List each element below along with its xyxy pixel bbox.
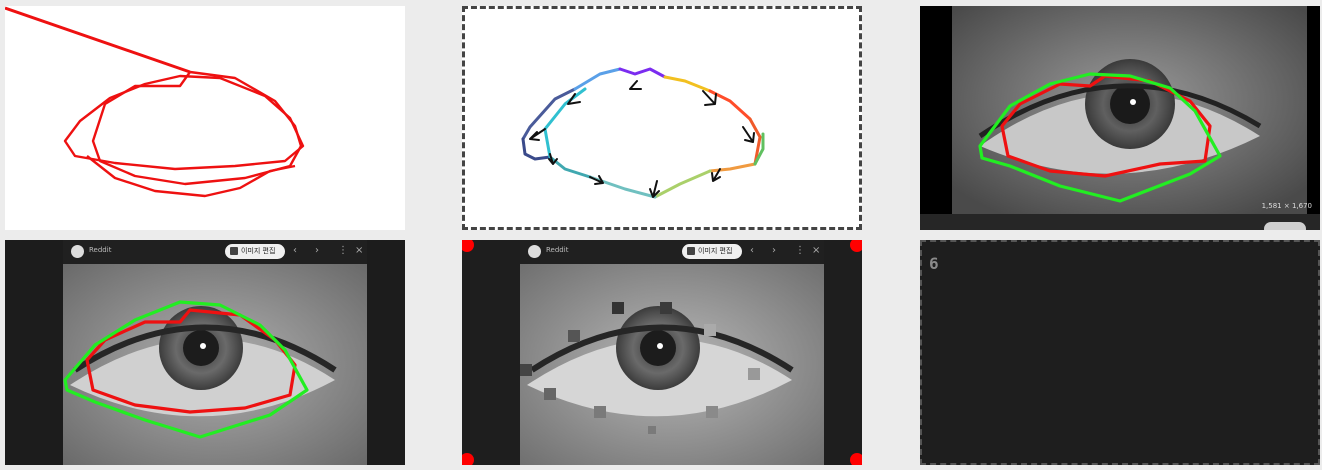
more-icon[interactable]: ⋮ (795, 245, 805, 256)
viewer-title: Reddit (546, 246, 569, 254)
app-logo-icon (528, 245, 541, 258)
viewer-eye-photo (63, 264, 367, 465)
edit-icon (230, 247, 238, 255)
close-icon[interactable]: × (355, 245, 364, 256)
corner-handle-bottom-left[interactable] (462, 453, 474, 465)
viewer-title: Reddit (89, 246, 112, 254)
resolution-label: 1,581 × 1,670 (1261, 202, 1312, 210)
gradient-arrow-contour-tile[interactable] (462, 6, 862, 230)
eye-photo (952, 6, 1307, 216)
chevron-left-icon[interactable]: ‹ (293, 245, 297, 256)
viewer-eye-overlay-tile[interactable]: Reddit 이미지 편집 ‹ › ⋮ × (5, 240, 405, 465)
red-trace-drawing (5, 6, 305, 198)
bottom-caption-bar (920, 214, 1320, 230)
viewer-eye-masked-tile[interactable]: Reddit 이미지 편집 ‹ › ⋮ × (462, 240, 862, 465)
gradient-contour-drawing (521, 67, 765, 199)
edit-icon (687, 247, 695, 255)
chevron-right-icon[interactable]: › (315, 245, 319, 256)
tile-number: 6 (929, 254, 939, 273)
edit-image-button[interactable]: 이미지 편집 (225, 244, 285, 259)
viewer-toolbar: Reddit 이미지 편집 ‹ › ⋮ × (63, 240, 367, 264)
eye-overlay-tile[interactable]: 1,581 × 1,670 (920, 6, 1320, 230)
chevron-right-icon[interactable]: › (772, 245, 776, 256)
app-logo-icon (71, 245, 84, 258)
corner-handle-top-left[interactable] (462, 240, 474, 252)
corner-handle-top-right[interactable] (850, 240, 862, 252)
mask-squares (520, 302, 760, 434)
arrow-glyphs (529, 80, 755, 198)
more-icon[interactable]: ⋮ (338, 245, 348, 256)
masked-eye-photo (520, 264, 824, 465)
viewer-toolbar: Reddit 이미지 편집 ‹ › ⋮ × (520, 240, 824, 264)
corner-handle-bottom-right[interactable] (850, 453, 862, 465)
red-trace-tile[interactable] (5, 6, 405, 230)
close-icon[interactable]: × (812, 245, 821, 256)
empty-dark-tile[interactable]: 6 (920, 240, 1320, 465)
chevron-left-icon[interactable]: ‹ (750, 245, 754, 256)
edit-image-button[interactable]: 이미지 편집 (682, 244, 742, 259)
action-pill[interactable] (1264, 222, 1306, 230)
